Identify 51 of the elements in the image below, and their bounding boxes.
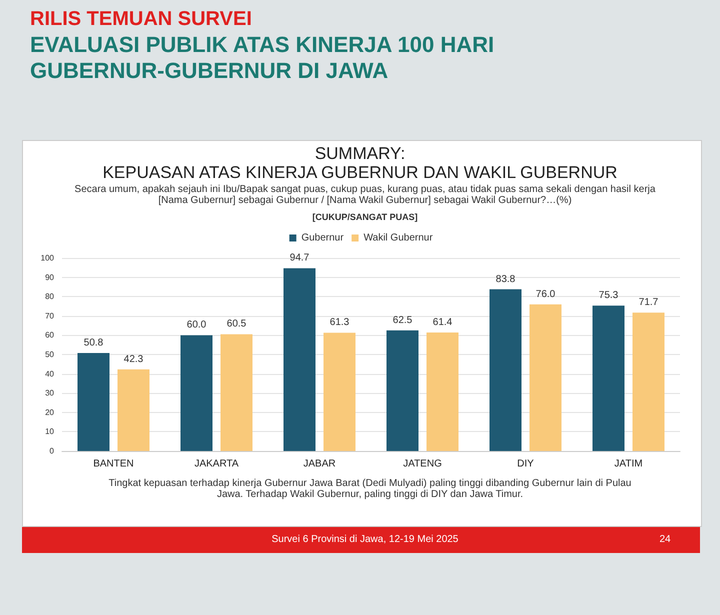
y-tick-label: 0 <box>50 446 55 456</box>
bar <box>632 312 664 451</box>
data-label: 76.0 <box>536 288 556 300</box>
y-tick-label: 90 <box>45 272 55 282</box>
data-label: 75.3 <box>598 290 619 302</box>
data-label: 42.3 <box>124 354 144 365</box>
bar <box>426 332 458 451</box>
y-tick-label: 30 <box>45 388 55 398</box>
bar <box>530 304 562 451</box>
text: Secara umum, apakah sejauh ini Ibu/Bapak sangat puas, cukup puas, kurang puas, atau tidak puas sama sekali dengan hasil kerja [Nama Gubernur] sebagai Gubernur / [Nama Wakil Gubernur] sebagai Wakil Gubernur?…(%) <box>74 184 656 206</box>
y-tick-label: 10 <box>45 427 55 436</box>
y-tick-label: 60 <box>45 330 55 340</box>
data-label: 83.8 <box>496 274 516 285</box>
bar <box>118 369 150 451</box>
data-label: 61.4 <box>432 317 453 328</box>
text: 24 <box>658 534 672 545</box>
data-label: 62.5 <box>392 314 413 326</box>
text: Survei 6 Provinsi di Jawa, 12-19 Mei 2025 <box>270 534 460 545</box>
y-tick-label: 80 <box>45 292 55 302</box>
text: Tingkat kepuasan terhadap kinerja Gubernur Jawa Barat (Dedi Mulyadi) paling tinggi dibanding Gubernur lain di Pulau Jawa. Terhadap Wakil Gubernur, paling tinggi di DIY dan Jawa Timur. <box>108 478 632 500</box>
bar <box>180 335 212 451</box>
y-tick-label: 70 <box>45 311 55 320</box>
y-tick-label: 20 <box>45 408 55 417</box>
data-label: 60.5 <box>226 318 247 330</box>
y-tick-label: 50 <box>45 350 55 359</box>
chart-subtitle: SUMMARY: KEPUASAN ATAS KINERJA GUBERNUR DAN WAKIL GUBERNUR <box>102 144 618 182</box>
y-tick-label: 100 <box>40 254 55 262</box>
bar <box>324 332 356 451</box>
x-tick-label: JATENG <box>403 458 442 470</box>
x-tick-label: JATIM <box>614 458 643 470</box>
x-tick-label: BANTEN <box>93 458 134 470</box>
data-label: 61.3 <box>330 317 350 328</box>
legend-label: Gubernur <box>301 232 344 244</box>
bar <box>220 334 252 451</box>
legend-label: Wakil Gubernur <box>364 232 434 244</box>
y-tick-label: 40 <box>45 369 55 378</box>
bar <box>592 306 624 451</box>
data-label: 94.7 <box>290 252 310 264</box>
x-tick-label: DIY <box>517 458 534 470</box>
bar <box>78 352 110 451</box>
text: [CUKUP/SANGAT PUAS] <box>311 212 419 222</box>
text: RILIS TEMUAN SURVEI <box>30 8 253 31</box>
bar <box>490 289 522 451</box>
x-tick-label: JABAR <box>303 458 336 470</box>
x-tick-label: JAKARTA <box>194 458 239 470</box>
data-label: 71.7 <box>638 297 659 308</box>
data-label: 50.8 <box>84 337 104 348</box>
bar <box>386 330 418 451</box>
chart-title: EVALUASI PUBLIK ATAS KINERJA 100 HARI GUBERNUR-GUBERNUR DI JAWA <box>30 32 496 84</box>
data-label: 60.0 <box>186 320 207 331</box>
bar <box>284 268 316 451</box>
